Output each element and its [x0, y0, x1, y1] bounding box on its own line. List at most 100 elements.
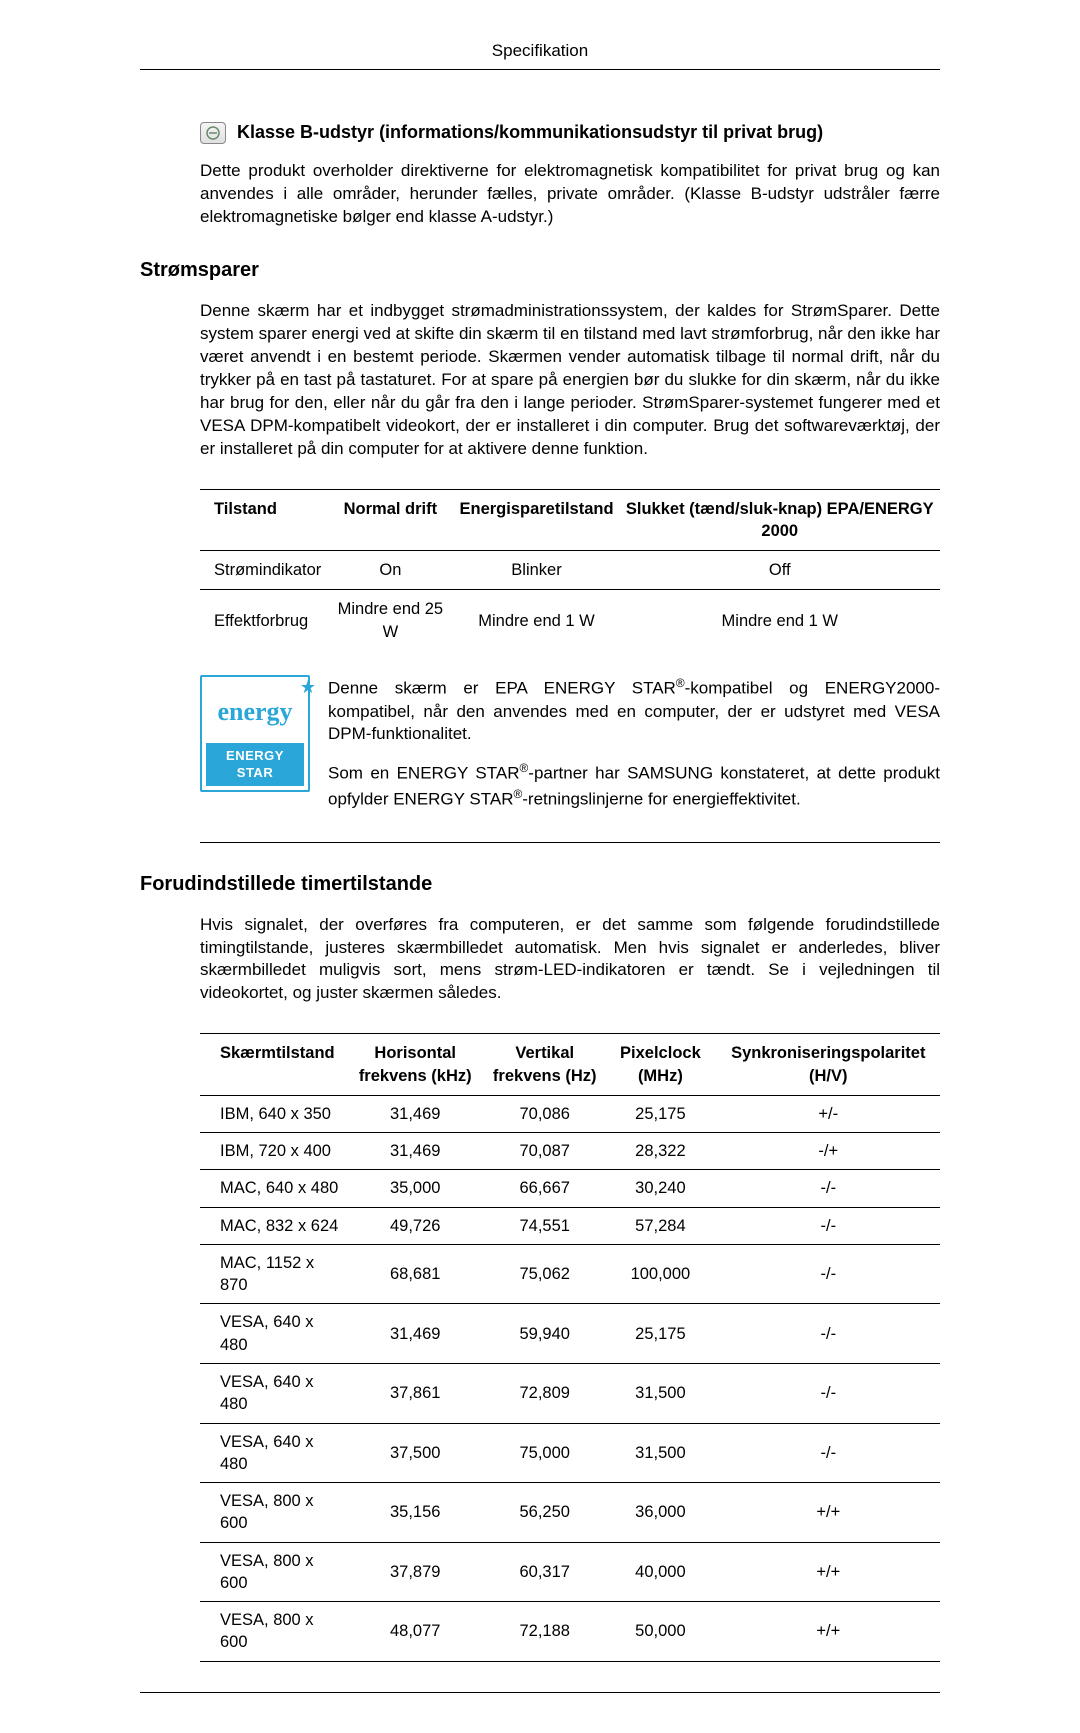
table-cell: Blinker: [453, 551, 619, 590]
footer-rule: [140, 1692, 940, 1693]
reg-icon: ®: [514, 787, 523, 801]
table-cell: 57,284: [604, 1207, 716, 1244]
table-cell: 60,317: [485, 1542, 604, 1602]
reg-icon: ®: [520, 761, 529, 775]
table-cell: IBM, 720 x 400: [200, 1133, 345, 1170]
timing-heading: Forudindstillede timertilstande: [140, 871, 940, 898]
table-cell: VESA, 800 x 600: [200, 1602, 345, 1662]
powersaver-heading: Strømsparer: [140, 257, 940, 284]
table-cell: Off: [620, 551, 940, 590]
th: Pixelclock (MHz): [604, 1034, 716, 1096]
table-row: StrømindikatorOnBlinkerOff: [200, 551, 940, 590]
table-cell: On: [327, 551, 453, 590]
table-cell: -/-: [717, 1170, 940, 1207]
table-row: VESA, 800 x 60048,07772,18850,000+/+: [200, 1602, 940, 1662]
energystar-script: energy: [217, 694, 292, 729]
classb-heading-row: Klasse B-udstyr (informations/kommunikat…: [200, 120, 940, 144]
table-cell: -/-: [717, 1423, 940, 1483]
table-cell: 31,500: [604, 1423, 716, 1483]
text: Som en ENERGY STAR: [328, 764, 520, 783]
table-cell: 37,500: [345, 1423, 485, 1483]
table-cell: 31,469: [345, 1095, 485, 1132]
table-row: VESA, 800 x 60035,15656,25036,000+/+: [200, 1483, 940, 1543]
powersaver-table: Tilstand Normal drift Energisparetilstan…: [200, 489, 940, 651]
energystar-logo: energy ★ ENERGY STAR: [200, 675, 310, 792]
table-cell: +/+: [717, 1483, 940, 1543]
energystar-logo-top: energy ★: [206, 681, 304, 743]
table-cell: 35,000: [345, 1170, 485, 1207]
th: Energisparetilstand: [453, 489, 619, 551]
table-cell: 25,175: [604, 1095, 716, 1132]
table-cell: +/-: [717, 1095, 940, 1132]
table-cell: 31,500: [604, 1364, 716, 1424]
table-cell: 37,879: [345, 1542, 485, 1602]
page-header: Specifikation: [140, 40, 940, 70]
page-title: Specifikation: [492, 41, 588, 60]
table-row: MAC, 832 x 62449,72674,55157,284-/-: [200, 1207, 940, 1244]
table-cell: MAC, 832 x 624: [200, 1207, 345, 1244]
energystar-text: Denne skærm er EPA ENERGY STAR®-kompatib…: [328, 675, 940, 826]
timing-table: Skærmtilstand Horisontal frekvens (kHz) …: [200, 1033, 940, 1661]
text: -retningslinjerne for energieffektivitet…: [522, 790, 800, 809]
th: Normal drift: [327, 489, 453, 551]
table-cell: MAC, 1152 x 870: [200, 1244, 345, 1304]
table-row: VESA, 640 x 48031,46959,94025,175-/-: [200, 1304, 940, 1364]
table-cell: 30,240: [604, 1170, 716, 1207]
th: Vertikal frekvens (Hz): [485, 1034, 604, 1096]
table-row: IBM, 640 x 35031,46970,08625,175+/-: [200, 1095, 940, 1132]
table-row: IBM, 720 x 40031,46970,08728,322-/+: [200, 1133, 940, 1170]
table-cell: Mindre end 1 W: [453, 590, 619, 651]
table-cell: +/+: [717, 1602, 940, 1662]
table-row: EffektforbrugMindre end 25 WMindre end 1…: [200, 590, 940, 651]
table-cell: VESA, 640 x 480: [200, 1364, 345, 1424]
table-row: VESA, 640 x 48037,50075,00031,500-/-: [200, 1423, 940, 1483]
energystar-p2: Som en ENERGY STAR®-partner har SAMSUNG …: [328, 760, 940, 811]
energystar-logo-bottom: ENERGY STAR: [206, 743, 304, 786]
table-cell: 66,667: [485, 1170, 604, 1207]
table-cell: 56,250: [485, 1483, 604, 1543]
table-cell: -/-: [717, 1364, 940, 1424]
th: Slukket (tænd/sluk-knap) EPA/ENERGY 2000: [620, 489, 940, 551]
table-cell: VESA, 800 x 600: [200, 1542, 345, 1602]
table-cell: Effektforbrug: [200, 590, 327, 651]
table-cell: -/-: [717, 1244, 940, 1304]
table-cell: VESA, 800 x 600: [200, 1483, 345, 1543]
th: Tilstand: [200, 489, 327, 551]
table-cell: -/-: [717, 1207, 940, 1244]
table-row: VESA, 800 x 60037,87960,31740,000+/+: [200, 1542, 940, 1602]
table-cell: 50,000: [604, 1602, 716, 1662]
table-cell: -/-: [717, 1304, 940, 1364]
powersaver-body: Denne skærm har et indbygget strømadmini…: [200, 300, 940, 461]
table-row: MAC, 1152 x 87068,68175,062100,000-/-: [200, 1244, 940, 1304]
table-cell: MAC, 640 x 480: [200, 1170, 345, 1207]
table-cell: 100,000: [604, 1244, 716, 1304]
table-cell: 75,000: [485, 1423, 604, 1483]
table-cell: 70,086: [485, 1095, 604, 1132]
table-row: MAC, 640 x 48035,00066,66730,240-/-: [200, 1170, 940, 1207]
classb-body: Dette produkt overholder direktiverne fo…: [200, 160, 940, 229]
table-cell: 36,000: [604, 1483, 716, 1543]
table-cell: 49,726: [345, 1207, 485, 1244]
table-cell: VESA, 640 x 480: [200, 1423, 345, 1483]
table-cell: 25,175: [604, 1304, 716, 1364]
table-header-row: Skærmtilstand Horisontal frekvens (kHz) …: [200, 1034, 940, 1096]
table-cell: 31,469: [345, 1133, 485, 1170]
table-cell: 70,087: [485, 1133, 604, 1170]
table-cell: +/+: [717, 1542, 940, 1602]
table-row: VESA, 640 x 48037,86172,80931,500-/-: [200, 1364, 940, 1424]
energystar-block: energy ★ ENERGY STAR Denne skærm er EPA …: [200, 675, 940, 843]
table-cell: 75,062: [485, 1244, 604, 1304]
energystar-p1: Denne skærm er EPA ENERGY STAR®-kompatib…: [328, 675, 940, 746]
reg-icon: ®: [676, 676, 685, 690]
th: Horisontal frekvens (kHz): [345, 1034, 485, 1096]
table-cell: 48,077: [345, 1602, 485, 1662]
table-cell: Mindre end 25 W: [327, 590, 453, 651]
table-cell: 72,809: [485, 1364, 604, 1424]
th: Synkroniseringspolaritet (H/V): [717, 1034, 940, 1096]
text: Denne skærm er EPA ENERGY STAR: [328, 679, 676, 698]
classb-heading: Klasse B-udstyr (informations/kommunikat…: [237, 122, 823, 142]
table-cell: VESA, 640 x 480: [200, 1304, 345, 1364]
table-cell: 37,861: [345, 1364, 485, 1424]
star-icon: ★: [300, 675, 316, 699]
table-cell: Strømindikator: [200, 551, 327, 590]
